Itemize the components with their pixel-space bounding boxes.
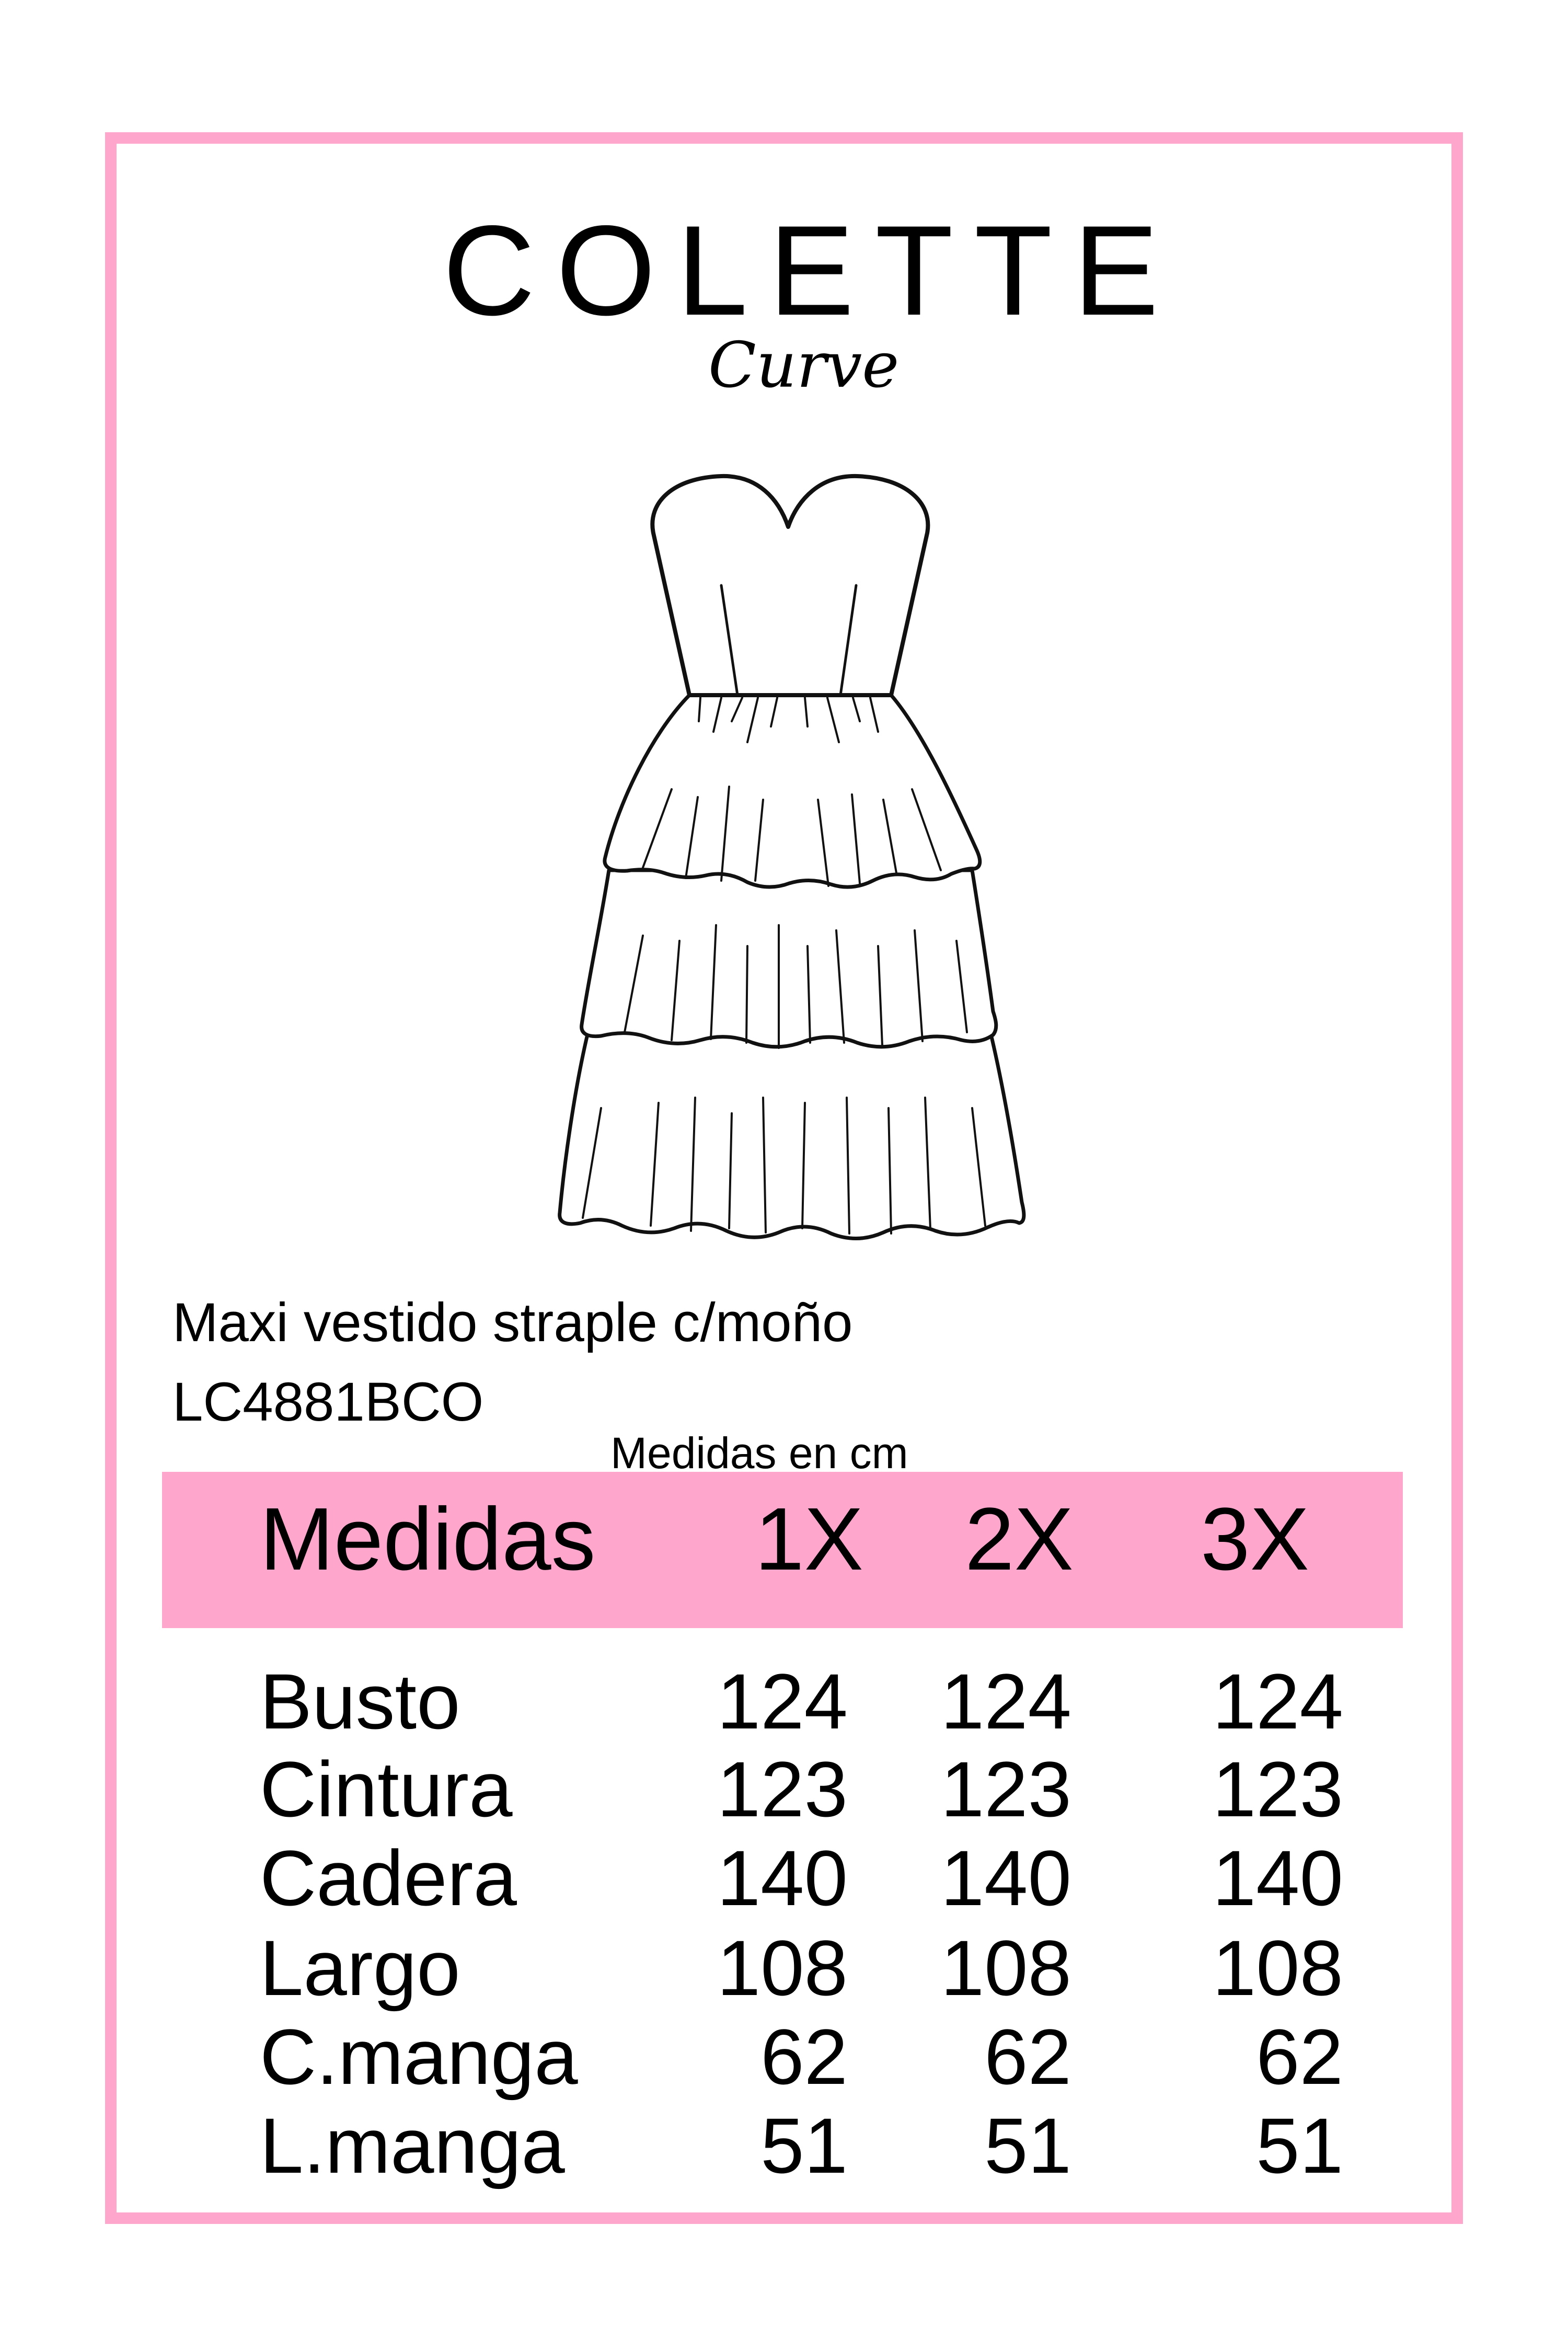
tier-2-gathers — [624, 924, 968, 1049]
row-value: 124 — [717, 1657, 848, 1745]
bodice-darts — [720, 584, 858, 697]
table-caption: Medidas en cm — [610, 1428, 908, 1478]
dress-bodice — [650, 474, 930, 697]
row-value: 51 — [1256, 2102, 1343, 2189]
row-value: 123 — [717, 1745, 848, 1833]
brand-logo: COLETTE — [443, 199, 1180, 342]
row-value: 123 — [940, 1745, 1071, 1833]
header-medidas: Medidas — [260, 1490, 596, 1589]
dress-illustration — [558, 474, 1026, 1241]
row-value: 62 — [1256, 2013, 1343, 2101]
product-name: Maxi vestido straple c/moño — [172, 1292, 853, 1353]
row-label: L.manga — [260, 2102, 565, 2189]
row-label: Cadera — [260, 1834, 517, 1922]
row-label: Cintura — [260, 1745, 513, 1833]
tier-3-gathers — [582, 1097, 986, 1235]
tier-1-gathers — [642, 697, 942, 887]
header-size-2x: 2X — [965, 1490, 1074, 1589]
row-label: Busto — [260, 1657, 460, 1745]
row-value: 108 — [717, 1924, 848, 2012]
row-value: 51 — [760, 2102, 848, 2189]
row-label: Largo — [260, 1924, 460, 2012]
row-value: 108 — [940, 1924, 1071, 2012]
header-size-1x: 1X — [755, 1490, 863, 1589]
dress-tier-1 — [603, 693, 982, 889]
row-value: 62 — [984, 2013, 1071, 2101]
row-value: 62 — [760, 2013, 848, 2101]
row-value: 108 — [1212, 1924, 1343, 2012]
table-header-band — [162, 1472, 1403, 1628]
row-value: 140 — [1212, 1834, 1343, 1922]
row-value: 140 — [717, 1834, 848, 1922]
row-value: 124 — [1212, 1657, 1343, 1745]
row-value: 124 — [940, 1657, 1071, 1745]
dress-tier-3 — [558, 1030, 1026, 1241]
row-label: C.manga — [260, 2013, 578, 2101]
row-value: 140 — [940, 1834, 1071, 1922]
pink-border-frame — [105, 132, 1463, 2224]
header-size-3x: 3X — [1201, 1490, 1309, 1589]
row-value: 51 — [984, 2102, 1071, 2189]
row-value: 123 — [1212, 1745, 1343, 1833]
brand-subline: Curve — [708, 329, 900, 402]
dress-tier-2 — [580, 868, 998, 1049]
product-code: LC4881BCO — [172, 1371, 484, 1433]
